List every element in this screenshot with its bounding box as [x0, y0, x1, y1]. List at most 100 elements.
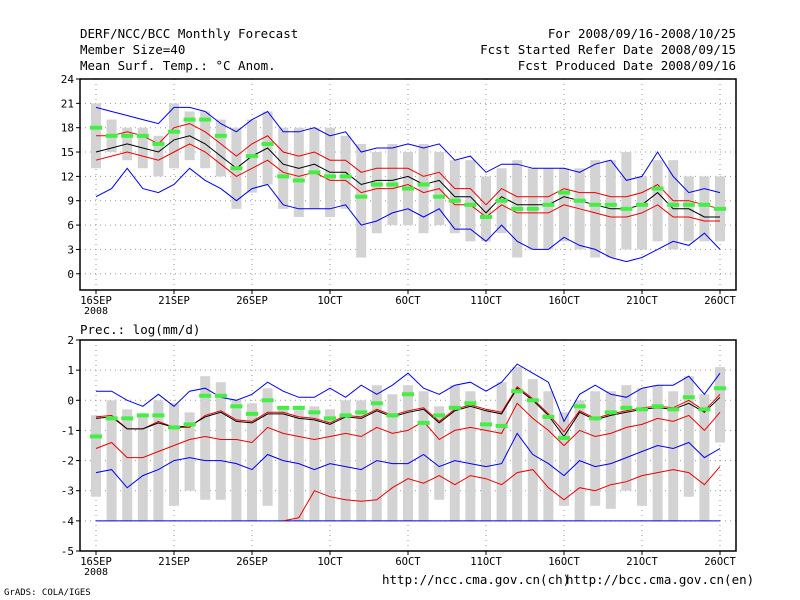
series-min — [95, 167, 721, 263]
range-bar — [387, 394, 398, 521]
range-bar — [122, 409, 133, 521]
range-bar — [169, 103, 179, 169]
observed-marker — [448, 198, 461, 203]
x-tick-label: 1OCT — [317, 556, 343, 568]
observed-marker — [573, 198, 586, 203]
series-low-red — [283, 466, 721, 522]
y-tick-label: 15 — [61, 146, 74, 159]
observed-marker — [542, 202, 555, 207]
y-tick-label: -4 — [61, 515, 75, 528]
observed-marker — [620, 206, 633, 211]
range-bar — [621, 152, 632, 250]
range-bar — [278, 127, 289, 209]
observed-marker — [121, 133, 134, 138]
range-bar — [293, 409, 304, 521]
observed-marker — [183, 117, 196, 122]
range-bar — [481, 409, 491, 521]
forecast-period: For 2008/09/16-2008/10/25 — [547, 26, 736, 41]
range-bar — [652, 385, 663, 521]
y-tick-label: 21 — [61, 97, 74, 110]
observed-marker — [573, 404, 586, 409]
observed-marker — [589, 202, 602, 207]
observed-marker — [495, 198, 508, 203]
range-bar — [325, 409, 335, 521]
range-bar — [215, 382, 226, 500]
x-tick-label: 26SEP — [236, 556, 268, 568]
observed-marker — [526, 398, 539, 403]
observed-marker — [292, 178, 305, 183]
observed-marker — [152, 141, 165, 146]
observed-marker — [651, 404, 664, 409]
url-chinese[interactable]: http://ncc.cma.gov.cn(ch) — [382, 572, 571, 587]
y-tick-label: -3 — [61, 485, 74, 498]
x-year-label: 2008 — [84, 567, 108, 578]
x-tick-label: 21SEP — [158, 295, 190, 307]
x-tick-label: 11OCT — [470, 295, 502, 307]
range-bar — [106, 400, 117, 521]
observed-marker — [90, 125, 102, 130]
observed-marker — [355, 410, 368, 415]
observed-marker — [558, 190, 570, 195]
observed-marker — [651, 186, 664, 191]
observed-marker — [526, 206, 539, 211]
temperature-chart: 0 3 6 9 12 15 18 21 24 16SEP 21SEP 26SEP 1OCT 6OCT 11O… — [61, 73, 737, 317]
x-tick-label: 21OCT — [626, 556, 658, 568]
range-bar — [652, 160, 663, 242]
observed-marker — [324, 416, 336, 421]
observed-marker — [199, 117, 212, 122]
observed-marker — [90, 434, 102, 439]
observed-marker — [214, 393, 227, 398]
y-tick-label: 24 — [61, 73, 75, 86]
series-max — [95, 106, 721, 194]
range-bar — [449, 385, 460, 521]
observed-marker — [324, 174, 336, 179]
range-bar — [356, 400, 367, 521]
range-bar — [621, 385, 632, 491]
range-bar — [715, 367, 725, 443]
range-bar — [371, 152, 382, 234]
series-minus-sd — [95, 143, 720, 222]
range-bar — [496, 382, 507, 521]
observed-marker — [636, 202, 648, 207]
range-bar — [465, 391, 476, 521]
x-tick-label: 16OCT — [548, 295, 580, 307]
observed-marker — [667, 202, 680, 207]
forecast-title: DERF/NCC/BCC Monthly Forecast — [80, 26, 299, 41]
observed-marker — [417, 420, 430, 425]
observed-marker — [277, 174, 290, 179]
x-tick-label: 26OCT — [704, 556, 736, 568]
range-bar — [200, 111, 211, 169]
x-tick-label: 16SEP — [80, 556, 112, 568]
observed-marker — [261, 398, 274, 403]
observed-marker — [355, 194, 368, 199]
series-min — [95, 432, 721, 489]
observed-marker — [698, 407, 711, 412]
observed-marker — [542, 414, 555, 419]
x-tick-label: 11OCT — [470, 556, 502, 568]
precipitation-chart: -5 -4 -3 -2 -1 0 1 2 16SEP 21SEP 26SEP 1OCT 6OCT 11OC… — [61, 322, 737, 578]
y-tick-label: 12 — [61, 170, 74, 183]
range-bar — [559, 412, 569, 506]
observed-marker — [604, 410, 617, 415]
observed-marker — [402, 392, 414, 397]
observed-marker — [464, 401, 477, 406]
observed-marker — [136, 133, 149, 138]
observed-marker — [308, 170, 321, 175]
range-bar — [590, 391, 601, 506]
observed-marker — [308, 410, 321, 415]
observed-marker — [511, 206, 524, 211]
range-bar — [465, 160, 476, 242]
series-plus-sd — [96, 123, 721, 210]
observed-marker — [136, 413, 149, 418]
range-bar — [153, 135, 164, 177]
observed-marker — [417, 182, 430, 187]
range-bar — [356, 143, 367, 258]
range-bar — [371, 385, 382, 521]
observed-marker — [214, 133, 227, 138]
range-bar — [512, 367, 523, 521]
range-bar — [683, 376, 694, 497]
url-english[interactable]: http://bcc.cma.gov.cn(en) — [566, 572, 755, 587]
range-bar — [637, 388, 647, 506]
range-bar — [605, 391, 616, 509]
